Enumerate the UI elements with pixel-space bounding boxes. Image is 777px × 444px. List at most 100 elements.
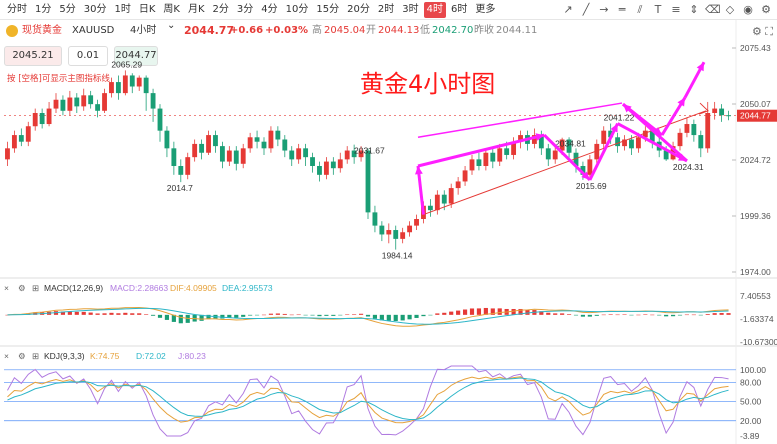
chart-title: 黄金4小时图 — [360, 70, 495, 98]
text-icon[interactable]: T — [654, 3, 662, 16]
candle-body — [663, 150, 669, 160]
macd-histogram-bar — [164, 314, 170, 320]
candle-body — [261, 141, 267, 149]
instrument-name[interactable]: 现货黄金 — [22, 25, 62, 36]
period-tab-17[interactable]: 6时 — [451, 4, 468, 15]
period-selector[interactable]: 4小时 — [130, 25, 157, 36]
macd-dif: DIF:4.09905 — [170, 283, 217, 293]
period-tab-18[interactable]: 更多 — [475, 4, 496, 15]
measure-icon[interactable]: ⇕ — [689, 3, 699, 16]
period-tab-11[interactable]: 10分 — [285, 4, 309, 15]
wave-arrowhead — [610, 123, 618, 133]
macd-histogram-bar — [456, 310, 461, 315]
period-tab-5[interactable]: 日K — [138, 4, 156, 15]
settings-icon[interactable]: ⚙ — [761, 3, 771, 16]
macd-histogram-bar — [525, 309, 530, 315]
ray-icon[interactable]: → — [599, 3, 609, 16]
line-icon[interactable]: ╱ — [582, 3, 590, 16]
period-tab-8[interactable]: 2分 — [212, 4, 229, 15]
period-tab-1[interactable]: 1分 — [35, 4, 52, 15]
macd-histogram-bar — [67, 311, 72, 315]
macd-histogram-bar — [677, 314, 683, 316]
period-tab-4[interactable]: 1时 — [114, 4, 131, 15]
candle-body — [310, 157, 315, 166]
candle-body — [622, 139, 627, 147]
candle-body — [476, 159, 482, 166]
candle-body — [455, 181, 461, 189]
sell-price-button[interactable]: 2045.21 — [4, 46, 62, 66]
macd-histogram-bar — [178, 314, 183, 324]
candle-body — [178, 165, 184, 175]
macd-histogram-bar — [282, 313, 287, 315]
horizontal-line-icon[interactable]: ═ — [618, 3, 626, 16]
macd-histogram-bar — [261, 314, 267, 316]
macd-dif-line — [7, 306, 729, 327]
macd-histogram-bar — [670, 314, 676, 317]
macd-histogram-bar — [546, 312, 551, 315]
candle-body — [199, 143, 205, 153]
instrument-symbol: XAUUSD — [72, 25, 115, 36]
macd-histogram-bar — [414, 314, 419, 318]
period-tab-0[interactable]: 分时 — [7, 4, 27, 15]
candle-body — [400, 232, 406, 239]
candle-body — [649, 130, 655, 142]
macd-histogram-bar — [5, 314, 10, 316]
candle-body — [337, 159, 343, 169]
chart-settings-icon[interactable]: ⚙ ⛶ — [751, 25, 773, 38]
candle-body — [46, 108, 52, 125]
trend-line-icon[interactable]: ↗ — [563, 3, 573, 16]
buy-price-button[interactable]: 2044.77 — [114, 46, 158, 66]
price-annotation: 2034.81 — [555, 139, 586, 149]
period-tab-13[interactable]: 20分 — [347, 4, 370, 15]
macd-histogram-bar — [123, 312, 128, 315]
candle-body — [344, 150, 350, 160]
period-tab-10[interactable]: 4分 — [261, 4, 278, 15]
candle-body — [386, 230, 392, 235]
period-tab-14[interactable]: 2时 — [377, 4, 395, 15]
macd-histogram-bar — [227, 314, 232, 318]
macd-histogram-bar — [234, 314, 239, 318]
y-tick-label: 2024.72 — [740, 155, 771, 165]
macd-histogram-bar — [657, 314, 662, 316]
period-tab-2[interactable]: 5分 — [59, 4, 76, 15]
period-tab-3[interactable]: 30分 — [83, 4, 107, 15]
candle-body — [559, 139, 565, 151]
period-tab-6[interactable]: 周K — [163, 4, 180, 15]
macd-histogram-bar — [109, 312, 114, 315]
period-tab-9[interactable]: 3分 — [236, 4, 254, 15]
candle-body — [601, 130, 607, 144]
period-tab-7[interactable]: 月K — [187, 4, 205, 15]
price-annotation: 2041.22 — [604, 113, 635, 123]
macd-close-icon: × — [4, 283, 9, 293]
macd-y-tick: 7.40553 — [740, 291, 771, 301]
period-tab-16[interactable]: 4时 — [423, 2, 446, 18]
candle-body — [642, 130, 648, 138]
drawing-tools: ↗ ╱ → ═ ⫽ T ≡ ⇕ ⌫ ◇ ◉ ⚙ — [561, 2, 773, 18]
macd-histogram-bar — [608, 314, 613, 315]
period-tab-12[interactable]: 15分 — [316, 4, 340, 15]
lot-size-input[interactable]: 0.01 — [68, 46, 108, 66]
candle-body — [448, 188, 454, 204]
chevron-down-icon[interactable]: ⌄ — [167, 20, 176, 31]
fib-icon[interactable]: ≡ — [671, 3, 681, 16]
eye-icon[interactable]: ◉ — [743, 3, 753, 16]
clear-icon[interactable]: ◇ — [725, 3, 735, 16]
delete-icon[interactable]: ⌫ — [705, 3, 721, 16]
last-price: 2044.77 — [184, 24, 235, 37]
wave-arrowhead — [696, 62, 704, 72]
kdj-j-value: J:80.23 — [178, 351, 206, 361]
wave-arrowhead — [535, 133, 545, 141]
macd-histogram-bar — [199, 314, 204, 321]
period-tab-15[interactable]: 3时 — [402, 4, 419, 15]
macd-histogram-bar — [365, 314, 371, 317]
candle-body — [615, 137, 621, 147]
candle-body — [247, 137, 253, 149]
candle-body — [462, 170, 468, 182]
candle-body — [726, 115, 731, 117]
y-tick-label: 2075.43 — [740, 43, 771, 53]
parallel-icon[interactable]: ⫽ — [637, 3, 643, 16]
macd-histogram-bar — [483, 307, 488, 315]
macd-histogram-bar — [684, 314, 690, 316]
candle-body — [115, 82, 121, 94]
